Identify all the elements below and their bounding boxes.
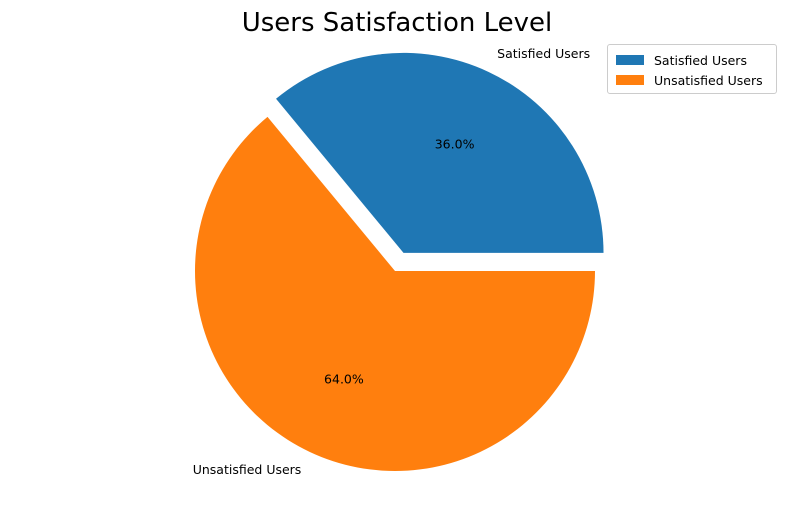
chart-title: Users Satisfaction Level (242, 8, 553, 38)
legend-item-satisfied: Satisfied Users (616, 52, 747, 68)
pie-category-label-unsatisfied: Unsatisfied Users (193, 462, 302, 477)
pie-slice-unsatisfied (194, 116, 595, 472)
pie-pct-label-unsatisfied: 64.0% (324, 372, 364, 387)
legend-label-satisfied: Satisfied Users (654, 52, 747, 68)
legend: Satisfied Users Unsatisfied Users (607, 44, 777, 94)
legend-swatch-satisfied (616, 55, 644, 65)
legend-item-unsatisfied: Unsatisfied Users (616, 72, 763, 88)
pie-pct-label-satisfied: 36.0% (435, 136, 475, 151)
pie-slice-satisfied (276, 52, 604, 253)
pie-category-label-satisfied: Satisfied Users (497, 46, 590, 61)
legend-swatch-unsatisfied (616, 75, 644, 85)
pie-labels: 36.0% Satisfied Users 64.0% Unsatisfied Use… (193, 46, 590, 477)
legend-label-unsatisfied: Unsatisfied Users (654, 72, 763, 88)
pie-slices (194, 52, 604, 472)
